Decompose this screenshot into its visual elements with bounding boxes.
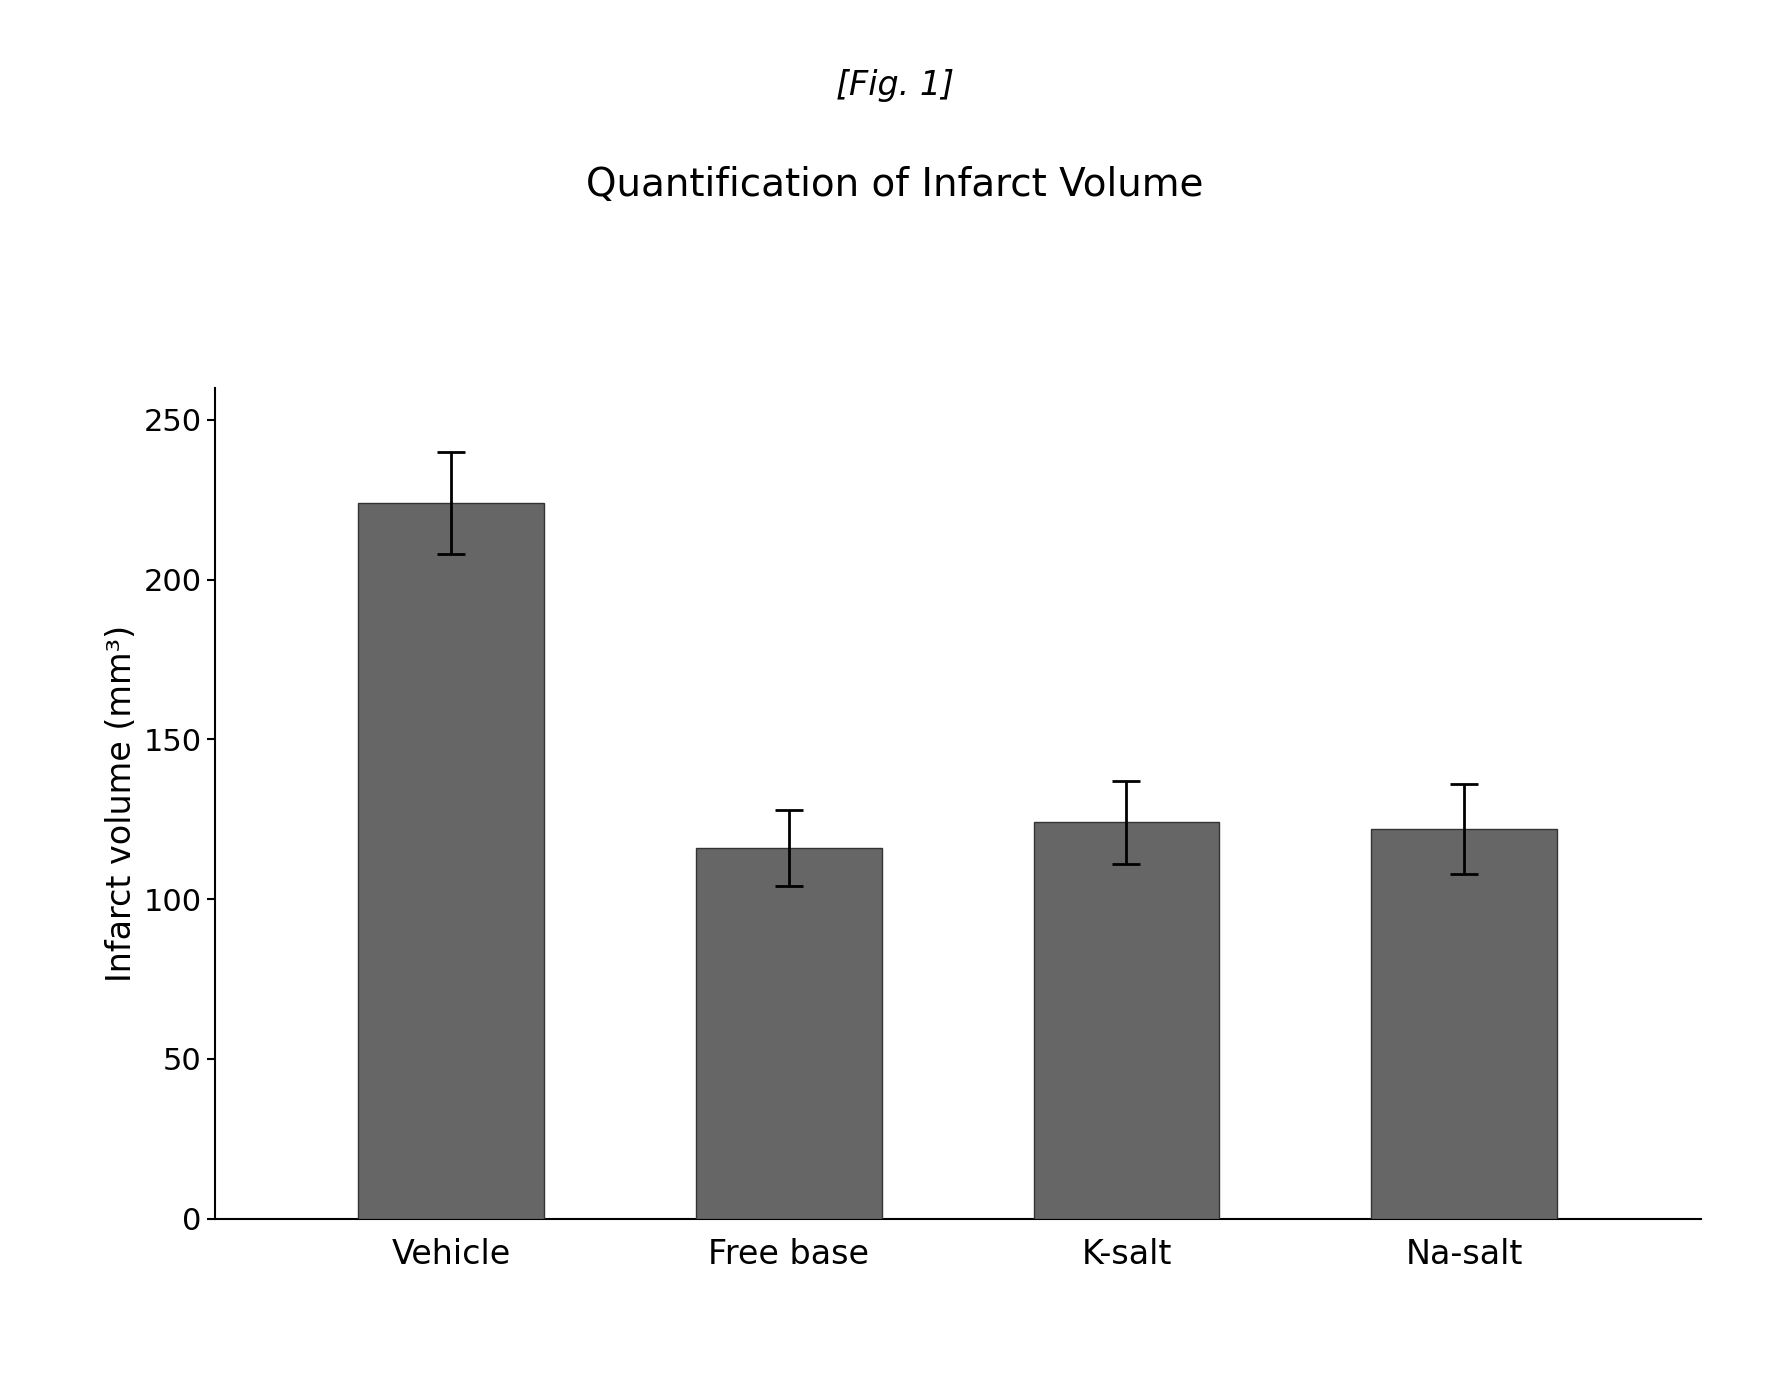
Bar [358, 503, 544, 1219]
Text: Quantification of Infarct Volume: Quantification of Infarct Volume [587, 166, 1202, 204]
Bar [1370, 828, 1556, 1219]
Bar [696, 848, 882, 1219]
Bar [1032, 823, 1218, 1219]
Text: [Fig. 1]: [Fig. 1] [835, 69, 954, 102]
Y-axis label: Infarct volume (mm³): Infarct volume (mm³) [106, 625, 138, 982]
